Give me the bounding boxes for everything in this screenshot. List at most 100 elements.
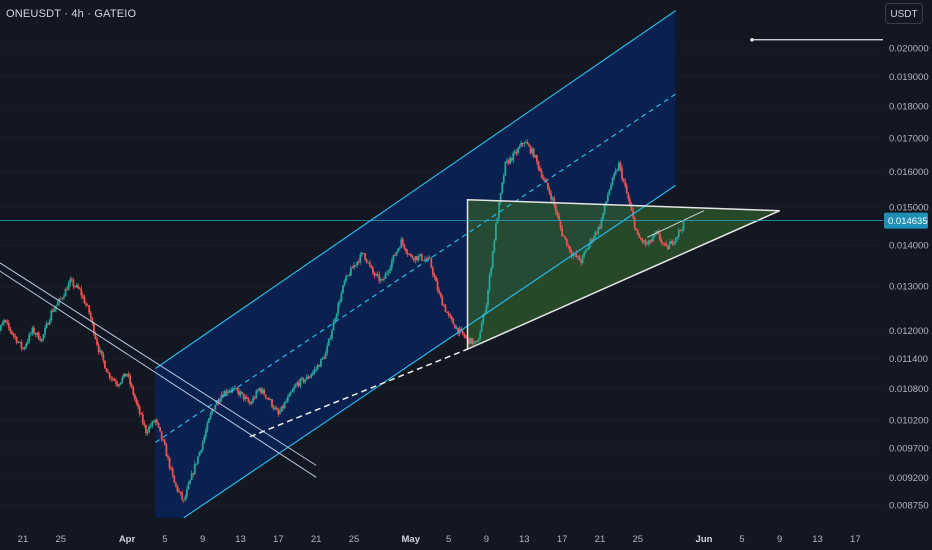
candle-body — [163, 440, 166, 446]
candle-body — [186, 489, 188, 497]
candle-body — [233, 388, 236, 390]
candle-body — [532, 148, 535, 158]
candle-body — [655, 230, 658, 234]
candle-body — [28, 334, 31, 342]
price-tick-label: 0.018000 — [889, 102, 929, 113]
candle-body — [340, 292, 343, 302]
candle-body — [641, 239, 644, 243]
candle-body — [668, 243, 671, 250]
candle-body — [89, 312, 92, 319]
candle-body — [427, 257, 430, 260]
candle-body — [542, 177, 545, 180]
time-tick-label: 25 — [349, 534, 360, 545]
candle-body — [282, 406, 284, 409]
wedge-top-line — [647, 210, 705, 238]
candle-body — [401, 239, 404, 245]
candle-body — [543, 179, 546, 181]
candle-body — [285, 401, 288, 403]
candle-body — [424, 259, 426, 261]
candle-body — [17, 342, 20, 343]
candle-body — [537, 161, 540, 169]
candle-body — [160, 431, 163, 440]
candle-body — [506, 160, 508, 162]
candle-body — [435, 277, 437, 282]
candle-body — [430, 258, 433, 268]
candle-body — [269, 399, 272, 401]
candle-body — [122, 373, 125, 378]
candle-body — [561, 227, 564, 236]
candle-body — [368, 262, 371, 266]
time-tick-label: May — [402, 534, 421, 545]
candle-body — [338, 301, 341, 304]
candle-body — [356, 261, 359, 266]
candle-body — [149, 426, 152, 427]
time-tick-label: 21 — [311, 534, 322, 545]
candle-body — [438, 290, 441, 294]
candle-body — [495, 223, 497, 241]
candle-body — [197, 456, 199, 464]
candle-body — [37, 332, 40, 340]
candle-body — [517, 148, 519, 154]
candle-body — [662, 242, 664, 244]
candle-body — [658, 233, 661, 240]
candle-body — [15, 336, 18, 343]
candle-body — [250, 402, 253, 404]
candle-body — [220, 394, 223, 400]
candle-body — [151, 421, 154, 427]
time-scale[interactable]: 21 25 Apr 5 9 13 17 21 25 May 5 9 13 17 21 25 Jun 5 9 13 17 — [18, 534, 861, 545]
price-tick-label: 0.017000 — [889, 133, 929, 144]
candle-body — [249, 402, 251, 404]
candle-body — [266, 397, 269, 399]
candle-body — [409, 254, 412, 256]
candle-body — [12, 333, 15, 336]
candle-body — [198, 452, 201, 457]
triangle-fill — [467, 199, 780, 350]
candle-body — [529, 146, 532, 154]
price-tick-label: 0.020000 — [889, 44, 929, 55]
candle-body — [575, 253, 578, 258]
candle-body — [308, 376, 311, 379]
candle-body — [567, 245, 570, 247]
candle-body — [255, 390, 258, 399]
candle-body — [586, 248, 589, 251]
price-tick-label: 0.009700 — [889, 444, 929, 455]
candle-body — [345, 275, 348, 281]
candle-body — [74, 286, 76, 288]
candle-body — [676, 236, 679, 239]
candle-body — [167, 456, 169, 458]
candle-body — [444, 305, 447, 312]
last-price-value: 0.014635 — [888, 216, 928, 227]
time-tick-label: 5 — [162, 534, 167, 545]
candle-body — [591, 239, 593, 242]
candle-body — [83, 296, 86, 304]
candle-body — [6, 321, 9, 324]
candle-body — [504, 161, 507, 176]
candle-body — [425, 259, 428, 260]
candle-body — [583, 252, 586, 256]
candle-body — [362, 252, 365, 254]
candle-body — [501, 182, 504, 193]
candle-body — [190, 473, 193, 481]
candle-body — [493, 240, 496, 252]
candle-body — [271, 399, 273, 407]
candle-body — [630, 204, 633, 211]
candle-body — [22, 347, 24, 350]
candle-body — [646, 244, 649, 245]
time-tick-label: 25 — [632, 534, 643, 545]
candle-body — [283, 402, 286, 409]
candle-body — [100, 350, 103, 355]
descending-line-lower — [0, 270, 317, 478]
candle-body — [247, 398, 250, 403]
price-scale[interactable]: 0.020000 0.019000 0.018000 0.017000 0.016000… — [884, 44, 929, 512]
candle-body — [241, 391, 243, 394]
candle-body — [406, 252, 409, 254]
candle-body — [545, 180, 548, 183]
candle-body — [231, 388, 234, 391]
candle-body — [81, 295, 84, 297]
candle-body — [135, 399, 138, 404]
candle-body — [447, 312, 450, 315]
currency-button[interactable]: USDT — [885, 3, 923, 24]
candle-body — [531, 148, 534, 154]
candle-body — [239, 391, 242, 396]
